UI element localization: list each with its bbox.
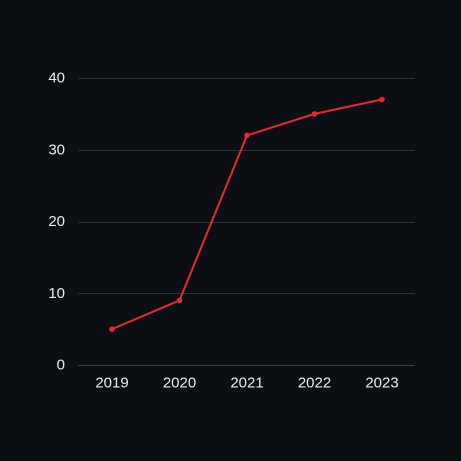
data-point-2023 — [379, 96, 385, 103]
x-tick-label-2023: 2023 — [365, 375, 398, 392]
x-tick-label-2019: 2019 — [95, 375, 128, 392]
x-tick-label-2021: 2021 — [230, 375, 263, 392]
data-point-2021 — [244, 132, 250, 139]
y-tick-label-0: 0 — [57, 357, 65, 374]
y-tick-labels: 0 10 20 30 40 — [48, 70, 65, 374]
data-point-2022 — [311, 111, 318, 117]
point-layer — [109, 96, 385, 332]
y-tick-label-10: 10 — [48, 285, 65, 302]
x-tick-label-2022: 2022 — [298, 375, 331, 392]
y-tick-label-20: 20 — [48, 213, 65, 230]
grid-layer — [78, 78, 415, 294]
x-tick-label-2020: 2020 — [163, 375, 196, 392]
data-point-2019 — [109, 326, 115, 332]
x-tick-labels: 2019 2020 2021 2022 2023 — [95, 375, 398, 392]
y-tick-label-30: 30 — [48, 141, 65, 158]
data-point-2020 — [176, 297, 183, 304]
y-tick-label-40: 40 — [48, 70, 65, 87]
